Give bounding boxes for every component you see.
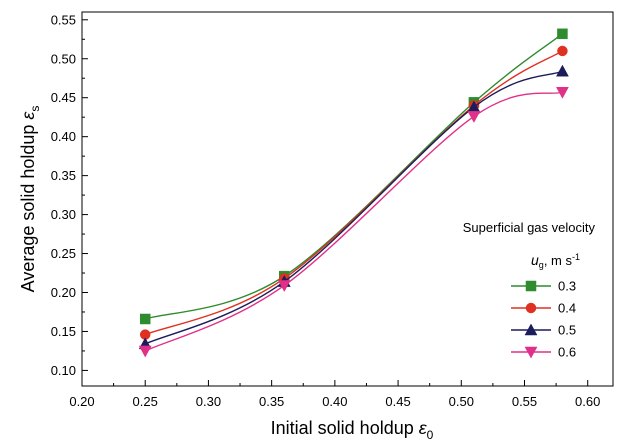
series-line	[144, 91, 563, 352]
legend-unit-sup: -1	[572, 252, 580, 262]
x-tick-label: 0.55	[512, 394, 537, 409]
data-point	[556, 64, 569, 77]
legend-unit: ug, m s-1	[531, 252, 580, 270]
legend-title: Superficial gas velocity	[463, 220, 596, 235]
y-tick-label: 0.55	[51, 12, 76, 27]
y-tick-label: 0.40	[51, 129, 76, 144]
legend-unit-text: , m s	[544, 253, 573, 268]
y-axis-title: Average solid holdup εs	[18, 106, 42, 293]
legend-marker	[524, 346, 538, 359]
legend-item: 0.4	[511, 301, 576, 316]
legend-item: 0.3	[511, 279, 576, 294]
legend-item: 0.5	[511, 323, 576, 338]
y-axis-title-symbol: ε	[18, 111, 38, 120]
series-line	[145, 33, 563, 320]
x-tick-label: 0.35	[259, 394, 284, 409]
x-tick-label: 0.60	[575, 394, 600, 409]
y-tick-label: 0.35	[51, 168, 76, 183]
x-tick-label: 0.45	[385, 394, 410, 409]
series-0.6	[138, 87, 569, 358]
data-point	[277, 280, 291, 293]
y-tick-label: 0.20	[51, 285, 76, 300]
y-axis-title-sub: s	[28, 106, 42, 112]
y-tick-label: 0.30	[51, 207, 76, 222]
y-axis-title-main: Average solid holdup	[18, 120, 38, 293]
y-tick-label: 0.45	[51, 90, 76, 105]
series-0.4	[139, 45, 568, 340]
x-axis-title-symbol: ε	[419, 418, 428, 438]
y-ticks: 0.10 0.15 0.20 0.25 0.30 0.35 0.40 0.45 0.50 0.55	[51, 12, 88, 378]
legend-marker	[524, 323, 538, 336]
legend-label: 0.4	[558, 301, 576, 316]
y-tick-label: 0.50	[51, 51, 76, 66]
x-axis-title-sub: 0	[427, 428, 434, 442]
series-0.3	[139, 28, 568, 325]
legend-marker	[525, 302, 537, 314]
series-0.5	[138, 64, 569, 350]
data-point	[467, 111, 481, 123]
legend-label: 0.3	[558, 279, 576, 294]
legend: Superficial gas velocity ug, m s-1 0.30.…	[463, 220, 596, 360]
series-line	[144, 70, 563, 345]
x-axis-title: Initial solid holdup ε0	[271, 418, 434, 442]
data-point	[557, 28, 568, 40]
data-point	[139, 313, 151, 325]
x-tick-label: 0.40	[322, 394, 347, 409]
legend-unit-symbol: u	[531, 252, 539, 268]
legend-items: 0.3 0.4 0.5 0.6	[511, 279, 576, 360]
y-tick-label: 0.15	[51, 324, 76, 339]
data-point	[138, 345, 152, 358]
legend-unit-sub: g	[539, 260, 544, 270]
legend-label: 0.5	[558, 323, 576, 338]
x-tick-label: 0.30	[196, 394, 221, 409]
y-tick-label: 0.25	[51, 246, 76, 261]
legend-label: 0.6	[558, 345, 576, 360]
x-tick-label: 0.25	[133, 394, 158, 409]
plot-frame	[81, 11, 614, 387]
x-tick-label: 0.20	[69, 394, 94, 409]
series-layer	[138, 28, 569, 358]
x-ticks: 0.20 0.25 0.30 0.35 0.40 0.45 0.50 0.55 0.60	[69, 380, 600, 409]
y-tick-label: 0.10	[51, 363, 76, 378]
legend-marker	[525, 280, 537, 292]
x-tick-label: 0.50	[449, 394, 474, 409]
data-point	[557, 45, 568, 57]
series-line	[144, 50, 563, 336]
data-point	[556, 87, 569, 99]
legend-item: 0.6	[511, 345, 576, 360]
x-axis-title-main: Initial solid holdup	[271, 418, 419, 438]
